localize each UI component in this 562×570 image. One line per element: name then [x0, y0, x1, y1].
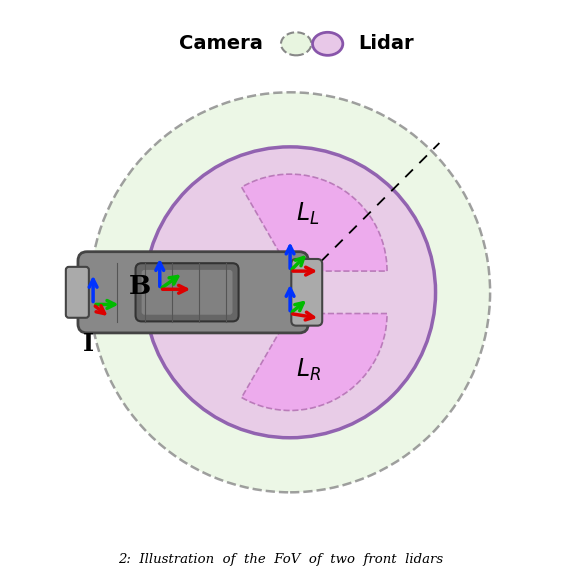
FancyBboxPatch shape — [291, 259, 322, 325]
Wedge shape — [242, 174, 387, 271]
FancyBboxPatch shape — [206, 314, 241, 331]
Circle shape — [90, 92, 490, 492]
FancyBboxPatch shape — [78, 252, 309, 333]
Ellipse shape — [281, 32, 311, 55]
Text: $L_R$: $L_R$ — [296, 357, 321, 384]
FancyBboxPatch shape — [206, 254, 241, 271]
Text: Lidar: Lidar — [358, 34, 414, 54]
Text: 2:  Illustration  of  the  FoV  of  two  front  lidars: 2: Illustration of the FoV of two front … — [119, 553, 443, 566]
FancyBboxPatch shape — [142, 270, 233, 315]
Text: B: B — [129, 274, 152, 299]
Ellipse shape — [312, 32, 343, 55]
Circle shape — [144, 147, 436, 438]
Text: I: I — [83, 332, 94, 356]
Text: $L_L$: $L_L$ — [296, 201, 320, 227]
Text: Camera: Camera — [179, 34, 263, 54]
Wedge shape — [242, 314, 387, 410]
FancyBboxPatch shape — [91, 314, 125, 331]
FancyBboxPatch shape — [66, 267, 89, 317]
FancyBboxPatch shape — [135, 263, 239, 321]
FancyBboxPatch shape — [91, 254, 125, 271]
